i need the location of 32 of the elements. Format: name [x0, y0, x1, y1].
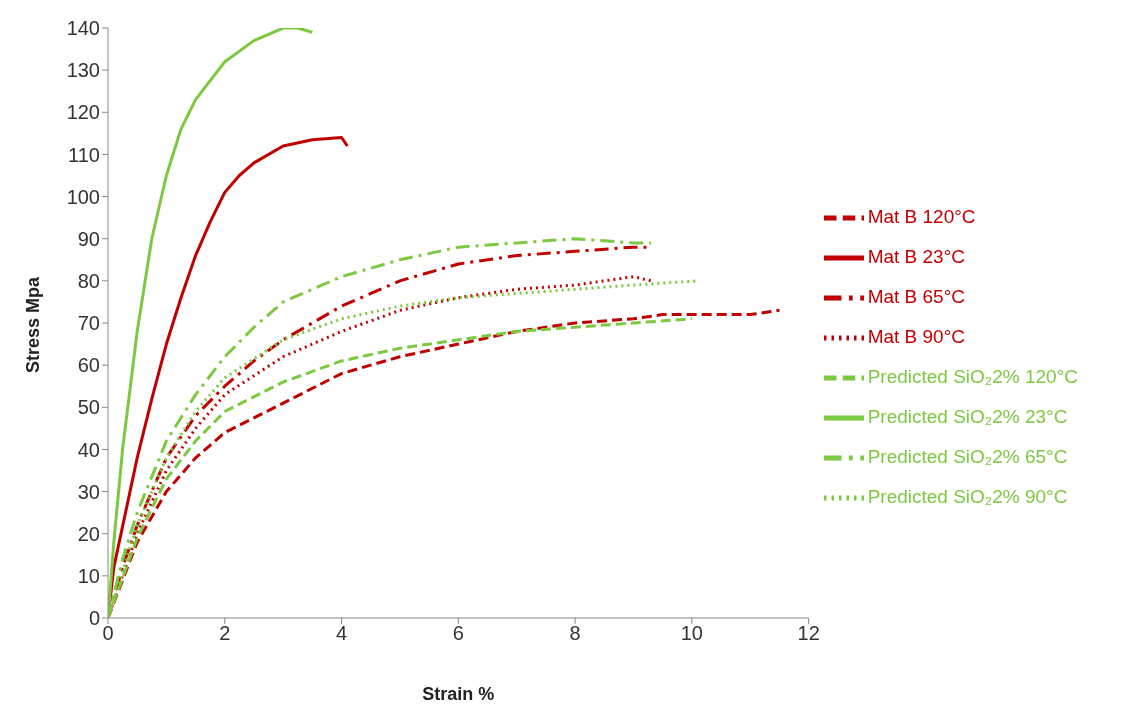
legend-label: Predicted SiO₂2% 23°C: [867, 406, 1068, 428]
x-tick-label: 4: [335, 622, 348, 645]
x-tick-label: 12: [797, 622, 820, 645]
legend-label: Mat B 23°C: [867, 246, 965, 268]
y-tick-label: 80: [77, 269, 100, 292]
y-tick-label: 110: [68, 143, 100, 166]
x-tick-label: 6: [452, 622, 464, 645]
y-tick-label: 40: [77, 438, 100, 461]
legend-label: Mat B 120°C: [867, 206, 976, 228]
legend-label: Mat B 65°C: [867, 286, 965, 308]
y-tick-label: 130: [66, 59, 100, 82]
x-axis-title: Strain %: [422, 684, 495, 704]
y-tick-label: 10: [77, 564, 100, 587]
y-tick-label: 60: [77, 354, 100, 377]
legend-label: Predicted SiO₂2% 90°C: [867, 486, 1068, 508]
x-tick-label: 0: [102, 622, 114, 645]
legend-label: Predicted SiO₂2% 120°C: [867, 366, 1078, 388]
y-tick-label: 70: [77, 312, 100, 335]
y-tick-label: 30: [77, 480, 100, 503]
x-tick-label: 2: [219, 622, 231, 645]
legend-label: Predicted SiO₂2% 65°C: [867, 446, 1068, 468]
y-tick-label: 0: [88, 607, 100, 630]
y-tick-label: 100: [66, 185, 100, 208]
y-tick-label: 140: [66, 17, 100, 40]
y-axis-title: Stress Mpa: [23, 275, 44, 373]
x-tick-label: 10: [680, 622, 703, 645]
legend-label: Mat B 90°C: [867, 326, 965, 348]
x-tick-label: 8: [569, 622, 581, 645]
y-tick-label: 120: [66, 101, 100, 124]
y-tick-label: 90: [77, 227, 100, 250]
y-tick-label: 50: [77, 396, 100, 419]
y-tick-label: 20: [77, 522, 100, 545]
